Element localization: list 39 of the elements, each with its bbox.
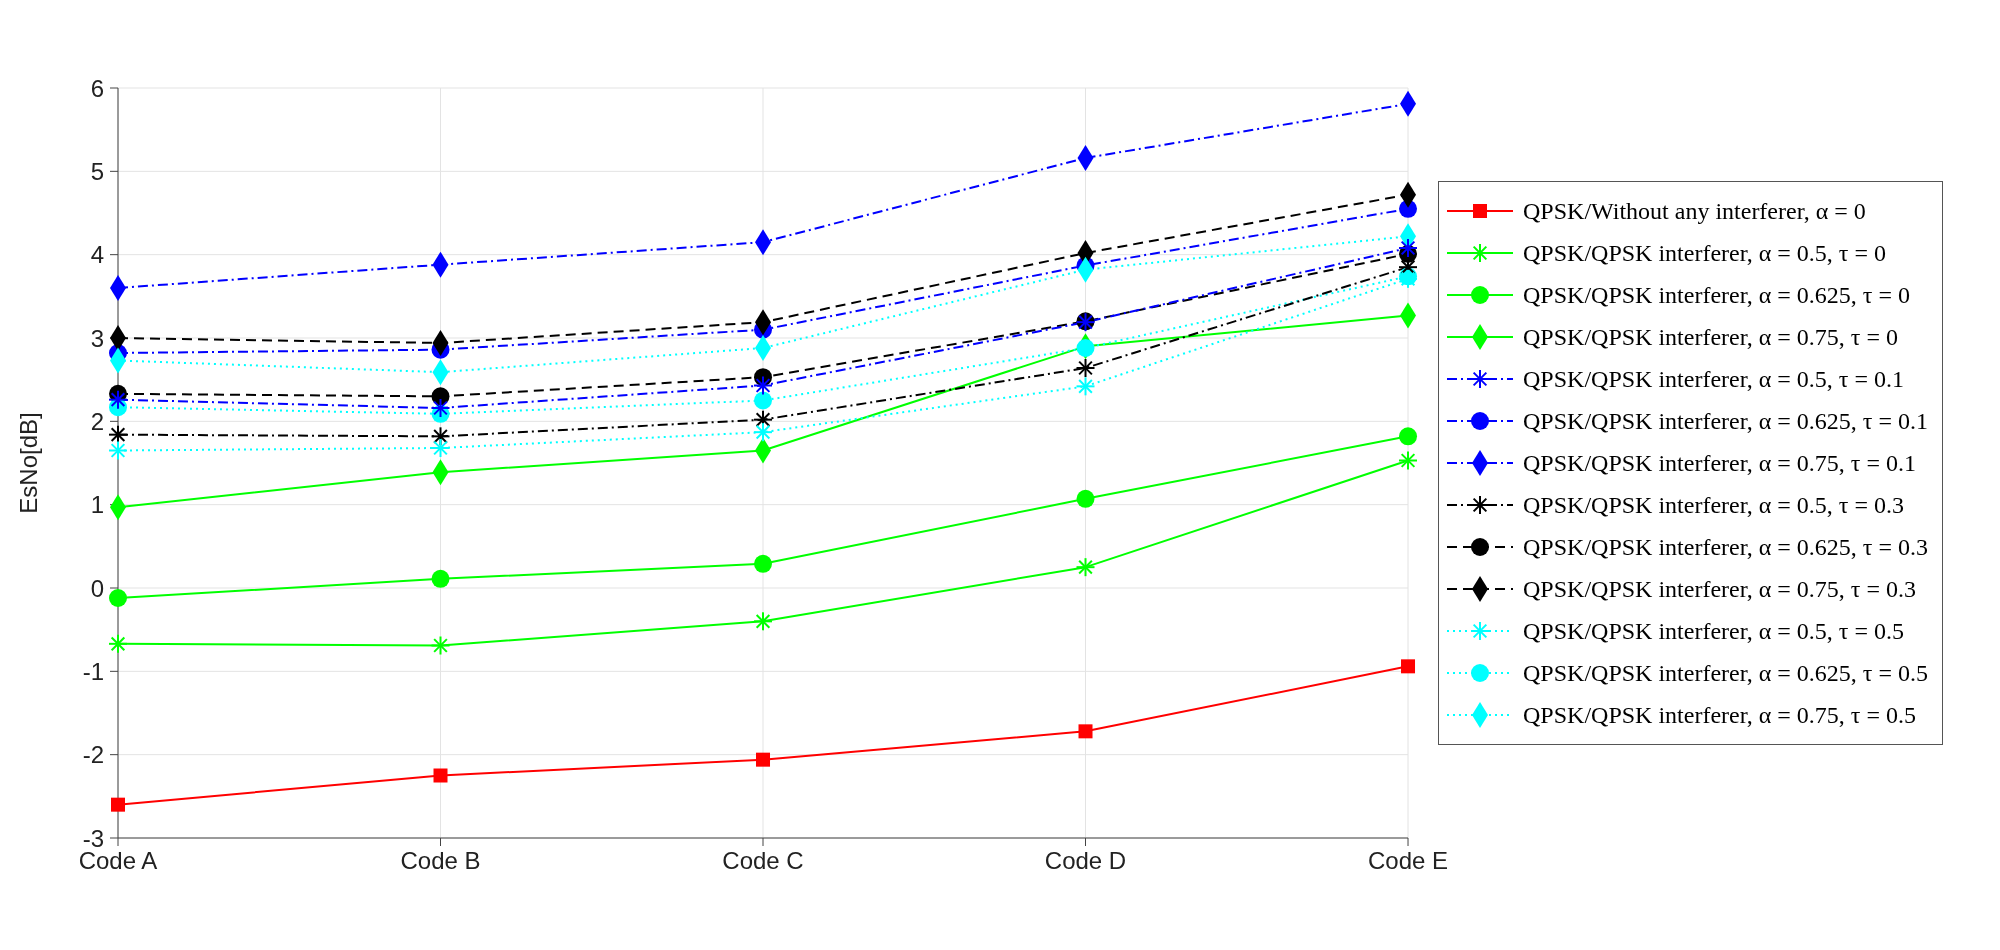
y-tick-label: 5 (90, 157, 104, 185)
point (756, 752, 771, 767)
legend-label: QPSK/QPSK interferer, α = 0.625, τ = 0.1 (1523, 407, 1928, 435)
y-axis-title: EsNo[dB] (14, 412, 42, 514)
legend-label: QPSK/QPSK interferer, α = 0.5, τ = 0.1 (1523, 365, 1904, 393)
point (433, 768, 448, 783)
y-tick-label: 6 (90, 74, 104, 102)
legend-label: QPSK/QPSK interferer, α = 0.5, τ = 0.3 (1523, 491, 1904, 519)
y-tick-label: 2 (90, 407, 104, 435)
x-tick-label: Code D (1044, 847, 1127, 875)
point (1078, 724, 1093, 739)
point (1399, 427, 1418, 446)
legend-label: QPSK/QPSK interferer, α = 0.625, τ = 0 (1523, 281, 1910, 309)
point (109, 589, 127, 607)
y-tick-label: -1 (82, 657, 104, 685)
x-tick-label: Code C (722, 847, 804, 875)
legend-label: QPSK/QPSK interferer, α = 0.625, τ = 0.3 (1523, 533, 1928, 561)
point (111, 797, 125, 812)
point (431, 569, 450, 588)
legend-label: QPSK/QPSK interferer, α = 0.625, τ = 0.5 (1523, 659, 1928, 687)
x-tick-label: Code E (1367, 847, 1449, 875)
y-tick-label: 1 (90, 491, 104, 519)
y-tick-label: 3 (90, 324, 104, 352)
legend-label: QPSK/QPSK interferer, α = 0.5, τ = 0.5 (1523, 617, 1904, 645)
legend-label: QPSK/QPSK interferer, α = 0.75, τ = 0.5 (1523, 701, 1916, 729)
y-tick-label: 0 (90, 574, 104, 602)
legend-label: QPSK/Without any interferer, α = 0 (1523, 197, 1866, 225)
y-tick-label: -2 (82, 741, 104, 769)
point (1076, 339, 1095, 357)
point (1076, 489, 1095, 508)
legend-label: QPSK/QPSK interferer, α = 0.75, τ = 0.3 (1523, 575, 1916, 603)
legend-label: QPSK/QPSK interferer, α = 0.5, τ = 0 (1523, 239, 1886, 267)
legend-label: QPSK/QPSK interferer, α = 0.75, τ = 0 (1523, 323, 1898, 351)
point (1401, 659, 1416, 674)
x-tick-label: Code B (400, 847, 481, 875)
legend-label: QPSK/QPSK interferer, α = 0.75, τ = 0.1 (1523, 449, 1916, 477)
y-tick-label: 4 (90, 241, 104, 269)
point (754, 554, 773, 573)
point (754, 391, 773, 410)
